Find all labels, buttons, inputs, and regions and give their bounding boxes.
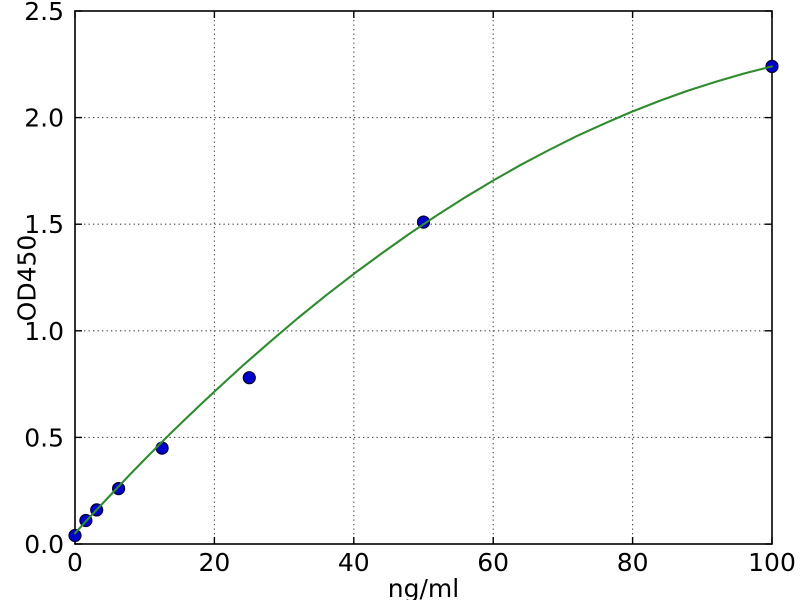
- fit-line: [73, 65, 774, 535]
- x-tick-label: 40: [338, 548, 370, 577]
- plot-background: [75, 11, 772, 544]
- x-tick-label: 0: [67, 548, 83, 577]
- x-tick-label: 100: [748, 548, 796, 577]
- x-axis-title: ng/ml: [387, 574, 460, 600]
- x-tick-label: 20: [198, 548, 230, 577]
- y-tick-label: 1.5: [24, 210, 64, 239]
- y-tick-label: 0.0: [24, 530, 64, 559]
- x-tick-label: 80: [617, 548, 649, 577]
- data-point: [111, 482, 126, 496]
- plot-border: [74, 10, 773, 545]
- y-tick-label: 2.5: [24, 0, 64, 26]
- data-point: [68, 528, 82, 543]
- y-tick-label: 2.0: [24, 104, 64, 133]
- y-tick-label: 1.0: [24, 317, 64, 346]
- y-axis-title: OD450: [12, 234, 42, 322]
- y-tick-label: 0.5: [24, 423, 64, 452]
- x-tick-label: 60: [477, 548, 509, 577]
- data-point: [155, 441, 169, 455]
- data-point: [242, 371, 256, 385]
